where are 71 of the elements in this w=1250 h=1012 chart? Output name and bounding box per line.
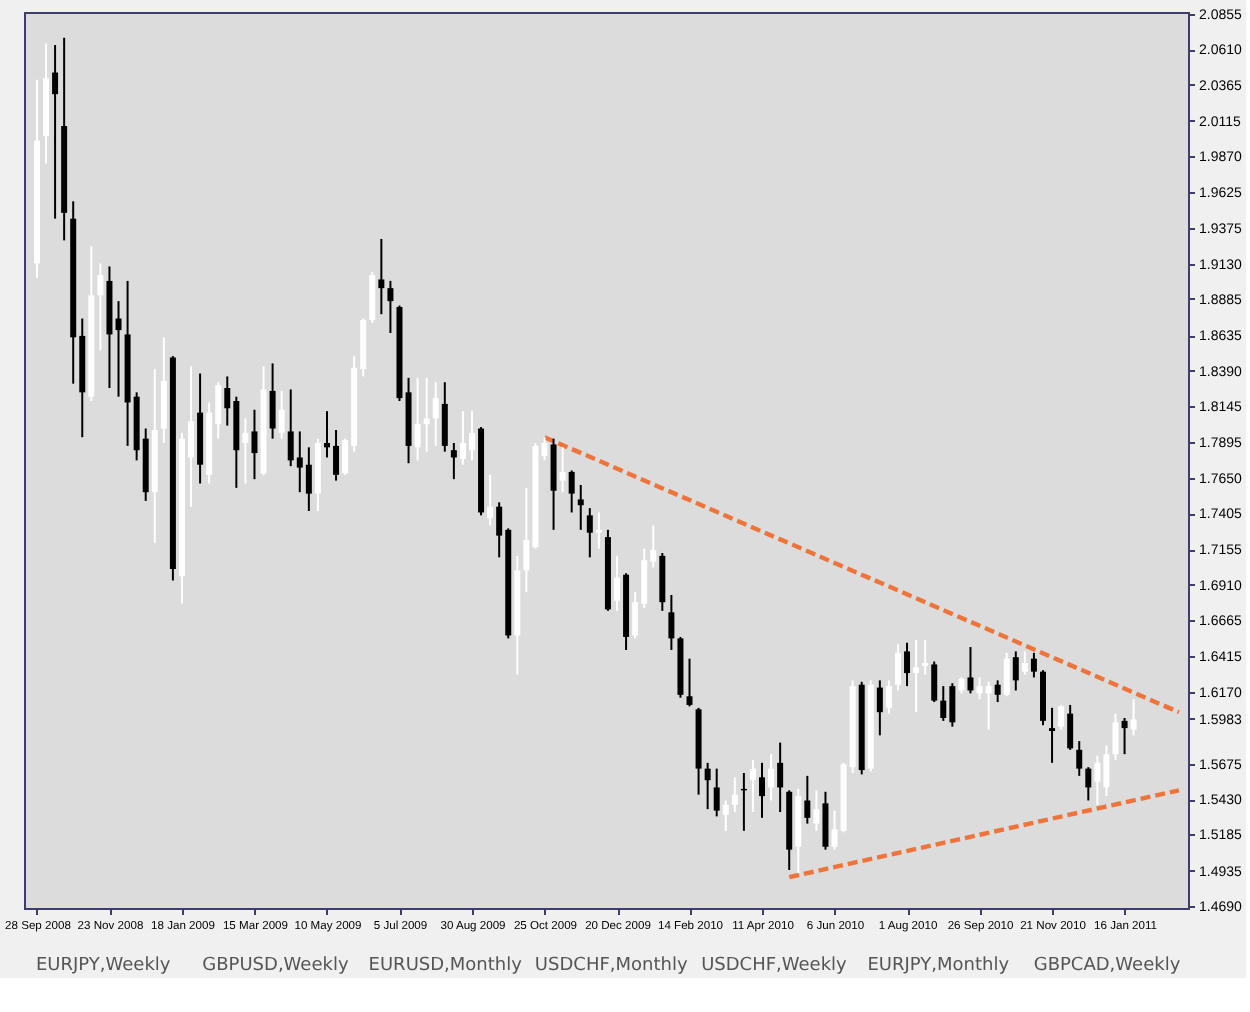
candlestick <box>876 679 883 737</box>
candlestick <box>305 446 312 513</box>
candlestick <box>813 789 820 832</box>
candlestick <box>586 507 593 559</box>
candlestick <box>369 271 376 324</box>
candlestick <box>441 381 448 453</box>
candlestick <box>894 643 901 692</box>
candlestick <box>885 679 892 715</box>
candlestick <box>1121 716 1128 756</box>
candlestick <box>931 660 938 704</box>
candlestick <box>242 417 249 485</box>
candlestick <box>731 776 738 814</box>
candlestick <box>423 376 430 453</box>
candlestick <box>822 790 829 851</box>
candlestick <box>378 237 385 316</box>
candlestick <box>686 657 693 708</box>
candlestick <box>487 473 494 527</box>
candlestick <box>251 408 258 481</box>
candlestick <box>387 279 394 334</box>
text: USDCHF,Weekly <box>701 956 849 976</box>
candlestick <box>659 551 666 612</box>
candlestick <box>97 262 104 352</box>
text: EURUSD,Monthly <box>368 956 524 976</box>
candlestick <box>550 437 557 531</box>
candlestick <box>804 774 811 825</box>
candlestick <box>777 741 784 814</box>
candlestick <box>595 511 602 550</box>
text: GBPUSD,Weekly <box>202 956 350 976</box>
candlestick <box>577 483 584 531</box>
candlestick <box>1094 754 1101 806</box>
candlestick <box>568 469 575 514</box>
text: EURJPY,Weekly <box>36 956 172 976</box>
candlestick <box>994 679 1001 704</box>
candlestick <box>713 767 720 818</box>
candlestick <box>468 410 475 462</box>
candlestick <box>940 685 947 722</box>
candlestick <box>1030 651 1037 679</box>
candlestick <box>1021 650 1028 676</box>
candlestick <box>704 761 711 811</box>
candlestick <box>1076 740 1083 777</box>
candlestick <box>52 44 59 220</box>
candlestick <box>1112 712 1119 761</box>
candlestick <box>1049 706 1056 764</box>
candlestick <box>1085 766 1092 802</box>
candlestick <box>668 593 675 651</box>
candlestick <box>160 336 167 444</box>
candlestick <box>904 641 911 688</box>
candlestick <box>115 300 122 398</box>
candlestick <box>278 389 285 440</box>
candlestick <box>614 554 621 612</box>
candlestick <box>1003 651 1010 698</box>
candlestick <box>450 441 457 481</box>
candlestick <box>1130 698 1137 737</box>
candlestick <box>759 761 766 819</box>
text: EURJPY,Monthly <box>867 956 1011 976</box>
candlestick <box>559 446 566 494</box>
text: USDCHF,Monthly <box>534 956 689 976</box>
candlestick <box>269 362 276 440</box>
candlestick <box>985 680 992 731</box>
candlestick <box>432 381 439 447</box>
candlestick <box>1067 703 1074 751</box>
candlestick <box>1058 703 1065 731</box>
candlestick <box>722 799 729 832</box>
candlestick <box>922 638 929 676</box>
text: GBPCAD,Weekly <box>1033 956 1182 976</box>
candlestick <box>967 646 974 695</box>
candlestick <box>414 376 421 462</box>
candlestick <box>749 758 756 814</box>
candlestick <box>913 638 920 714</box>
candlestick <box>1012 650 1019 692</box>
candlestick <box>768 753 775 802</box>
